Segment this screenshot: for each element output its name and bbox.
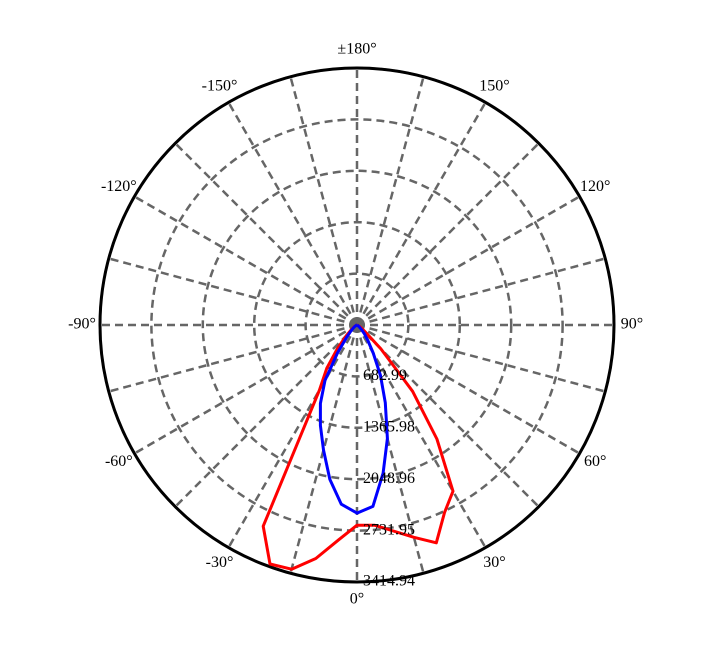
grid-ring (252, 220, 462, 430)
angle-label: -150° (202, 78, 238, 95)
grid-spoke (133, 195, 358, 327)
grid-spoke (108, 323, 358, 393)
grid-spoke (133, 323, 358, 455)
grid-spoke (355, 101, 487, 326)
angle-label: 30° (483, 554, 505, 571)
grid-spoke (289, 324, 359, 574)
angle-label: 60° (584, 453, 606, 470)
grid-spoke (227, 324, 359, 549)
series-line (318, 323, 389, 515)
grid-ring (201, 169, 513, 481)
grid-spoke (174, 324, 358, 508)
grid-spoke (356, 142, 540, 326)
angle-label: 150° (479, 78, 509, 95)
r-tick-label: 1365.98 (363, 418, 415, 435)
grid-ring (304, 272, 410, 378)
grid-spoke (356, 323, 581, 455)
grid-spoke (108, 257, 358, 327)
r-tick-label: 682.99 (363, 367, 407, 384)
grid-spoke (289, 76, 359, 326)
angle-label: -120° (101, 178, 137, 195)
grid-spoke (356, 195, 581, 327)
angle-label: -90° (68, 316, 96, 333)
grid-spoke (355, 324, 487, 549)
grid-spoke (356, 257, 606, 327)
grid-spoke (174, 142, 358, 326)
angle-label: 90° (621, 316, 643, 333)
angle-label: -60° (105, 453, 133, 470)
r-tick-label: 3414.94 (363, 573, 415, 590)
outer-circle (98, 66, 616, 584)
grid-spoke (227, 101, 359, 326)
angle-label: 0° (350, 591, 364, 608)
angle-label: 120° (580, 178, 610, 195)
angle-label: ±180° (337, 41, 376, 58)
r-tick-label: 2731.95 (363, 521, 415, 538)
grid-ring (150, 118, 564, 532)
grid-spoke (356, 323, 606, 393)
angle-label: -30° (206, 554, 234, 571)
grid-spoke (355, 76, 425, 326)
r-tick-label: 2048.96 (363, 470, 415, 487)
grid-spoke (355, 324, 425, 574)
